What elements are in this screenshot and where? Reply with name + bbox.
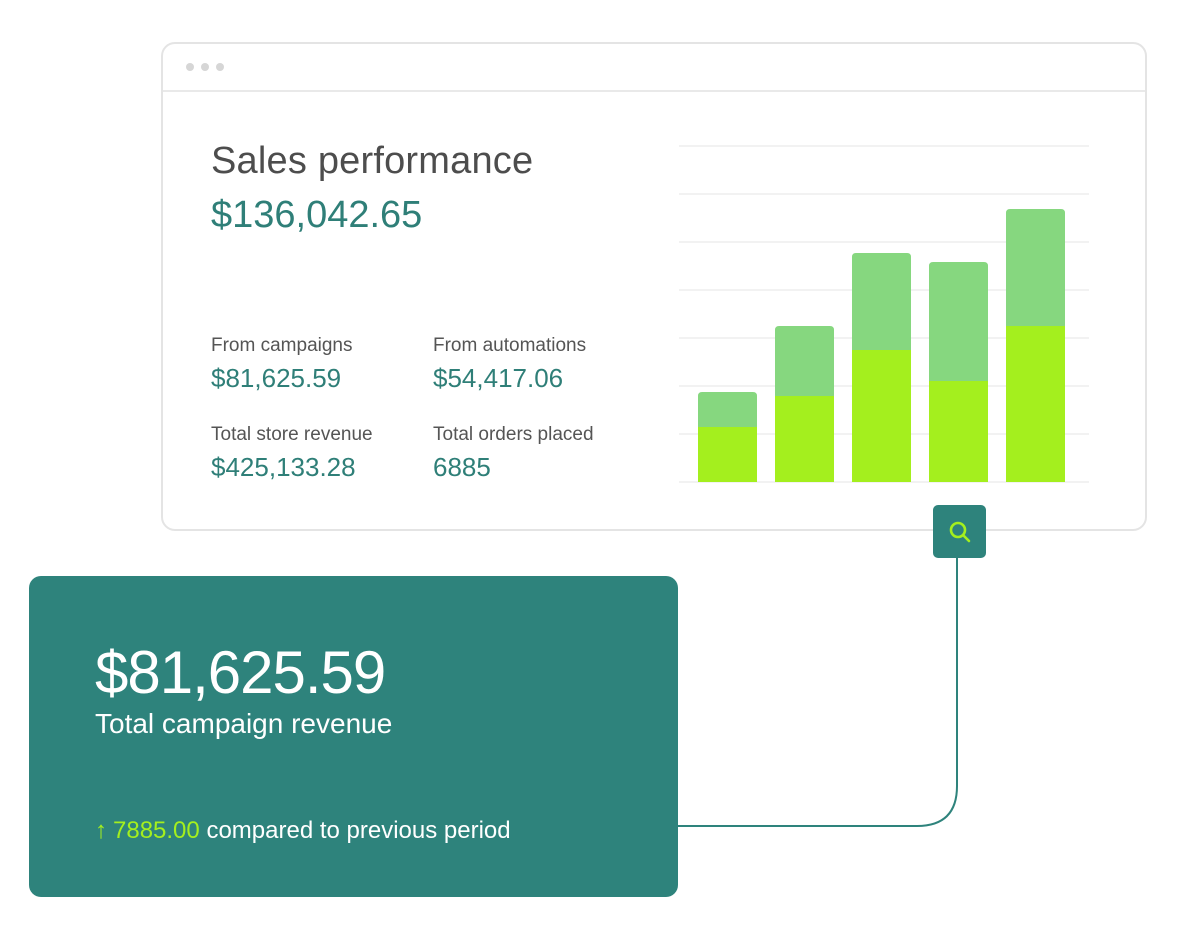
stat-value: 6885 [433, 452, 491, 482]
stat-label: From campaigns [211, 335, 353, 356]
stat-campaigns: From campaigns $81,625.59 [211, 335, 353, 394]
stat-orders: Total orders placed 6885 [433, 424, 594, 483]
chart-bar-segment [929, 262, 988, 381]
page-title: Sales performance [211, 140, 534, 182]
stat-automations: From automations $54,417.06 [433, 335, 586, 394]
arrow-up-icon: ↑ [95, 817, 107, 844]
stat-value: $425,133.28 [211, 452, 356, 482]
search-button[interactable] [933, 505, 986, 558]
stat-store-revenue: Total store revenue $425,133.28 [211, 424, 373, 483]
total-sales-value: $136,042.65 [211, 194, 423, 236]
chart-bar-segment [698, 427, 757, 482]
chart-bar-segment [852, 350, 911, 482]
delta-value: 7885.00 [113, 817, 200, 844]
stat-value: $54,417.06 [433, 363, 564, 393]
chart-bar-segment [852, 253, 911, 350]
chart-bar-segment [775, 326, 834, 396]
window-dot-icon [216, 63, 224, 71]
campaign-revenue-amount: $81,625.59 [95, 639, 386, 706]
chart-bar-segment [775, 396, 834, 482]
stat-label: From automations [433, 335, 587, 356]
chart-bar-segment [1006, 326, 1065, 482]
comparison-text: ↑ 7885.00 compared to previous period [95, 817, 511, 845]
chart-bar-segment [698, 392, 757, 427]
campaign-revenue-card: $81,625.59 Total campaign revenue ↑ 7885.… [29, 576, 678, 897]
campaign-revenue-label: Total campaign revenue [95, 708, 393, 739]
stat-value: $81,625.59 [211, 363, 342, 393]
search-icon [949, 521, 970, 542]
sales-performance-window: Sales performance $136,042.65 From campa… [161, 42, 1147, 531]
stat-label: Total orders placed [433, 424, 594, 445]
chart-bar-segment [929, 381, 988, 482]
sales-bar-chart [679, 145, 1089, 483]
stat-label: Total store revenue [211, 424, 373, 445]
window-dot-icon [201, 63, 209, 71]
compare-label: compared to previous period [206, 817, 511, 844]
window-dot-icon [186, 63, 194, 71]
chart-bar-segment [1006, 209, 1065, 326]
window-titlebar [163, 44, 1145, 92]
